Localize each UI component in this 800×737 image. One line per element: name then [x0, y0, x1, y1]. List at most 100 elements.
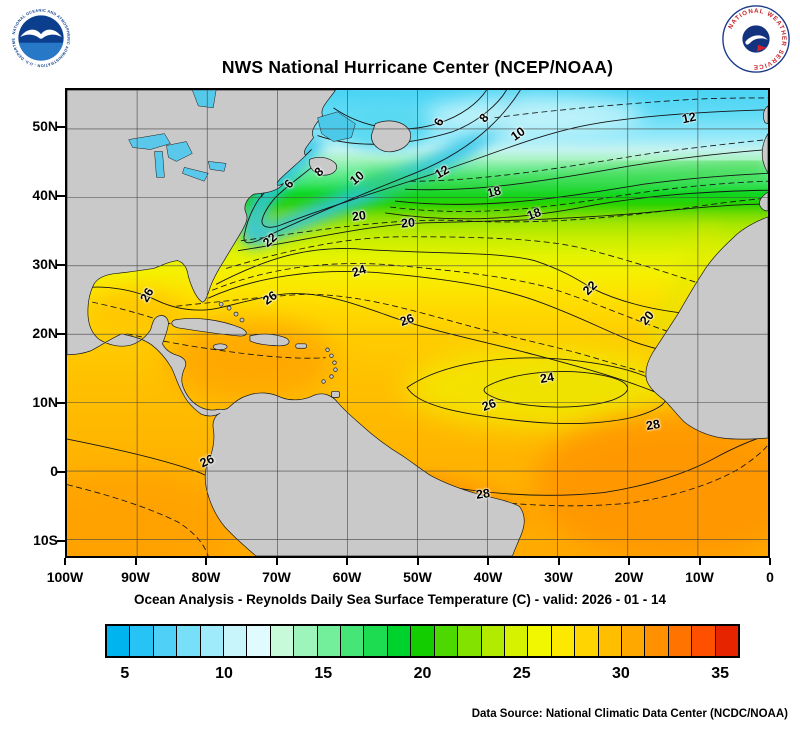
x-axis-label: 0	[766, 569, 774, 585]
y-axis-label: 0	[50, 463, 58, 480]
noaa-logo-svg: NATIONAL OCEANIC AND ATMOSPHERIC ADMINIS…	[8, 4, 71, 67]
grid-lines	[67, 90, 768, 556]
colorbar	[105, 624, 740, 658]
antilles-island	[321, 379, 326, 384]
england-sliver	[762, 105, 768, 125]
puerto-rico-island	[295, 343, 307, 349]
colorbar-tick-label: 20	[413, 665, 432, 682]
france-sliver	[761, 132, 768, 174]
colorbar-segment	[364, 626, 388, 656]
x-axis-tick	[698, 558, 701, 565]
nws-arrow-icon	[756, 44, 767, 52]
americas-landmass	[67, 90, 525, 556]
data-source: Data Source: National Climatic Data Cent…	[471, 708, 788, 720]
colorbar-tick-label: 10	[215, 665, 233, 682]
colorbar-segment	[551, 626, 576, 656]
colorbar-segment	[224, 626, 248, 656]
antilles-island	[329, 374, 334, 379]
colorbar-tick-label: 5	[120, 665, 130, 682]
y-axis-tick	[57, 402, 65, 405]
colorbar-segment	[294, 626, 318, 656]
noaa-logo: NATIONAL OCEANIC AND ATMOSPHERIC ADMINIS…	[8, 4, 74, 71]
colorbar-segment	[341, 626, 365, 656]
colorbar-segment	[715, 626, 738, 656]
bahamas-island	[226, 305, 232, 311]
colorbar-segment	[200, 626, 225, 656]
nws-swirl-icon	[745, 35, 768, 45]
colorbar-segment	[481, 626, 505, 656]
y-axis-label: 30N	[32, 256, 58, 273]
nova-scotia	[308, 157, 338, 176]
colorbar-segment	[270, 626, 295, 656]
x-axis-tick	[628, 558, 630, 565]
colorbar-segment	[645, 626, 669, 656]
lake-erie	[182, 167, 209, 182]
colorbar-segment	[177, 626, 201, 656]
caption: Ocean Analysis - Reynolds Daily Sea Surf…	[134, 592, 666, 607]
x-axis-label: 60W	[332, 569, 362, 585]
antilles-island	[332, 360, 337, 365]
colorbar-segment	[668, 626, 693, 656]
colorbar-tick-label: 30	[612, 665, 630, 682]
lake-huron	[166, 141, 193, 162]
x-axis-label: 80W	[191, 569, 221, 585]
cuba-island	[171, 318, 247, 337]
colorbar-segment	[458, 626, 482, 656]
y-axis-label: 50N	[32, 118, 58, 135]
x-axis-tick	[275, 558, 278, 565]
newfoundland-island	[370, 120, 412, 153]
x-axis-tick	[64, 558, 66, 565]
antilles-island	[325, 347, 330, 352]
lake-michigan	[154, 151, 165, 178]
colorbar-segment	[387, 626, 412, 656]
x-axis-tick	[346, 558, 348, 565]
x-axis-tick	[557, 558, 560, 565]
lake-ontario	[207, 161, 227, 172]
x-axis-tick	[769, 558, 771, 565]
africa-landmass	[645, 216, 768, 440]
x-axis-tick	[205, 558, 207, 565]
x-axis-label: 100W	[46, 569, 84, 585]
colorbar-tick-label: 35	[711, 665, 730, 682]
colorbar-segment	[598, 626, 622, 656]
colorbar-segment	[130, 626, 154, 656]
colorbar-segment	[107, 626, 131, 656]
inland-water-layer	[128, 90, 356, 182]
y-axis-label: 10S	[33, 532, 58, 549]
sst-map: 6 8 10 12 12 10 8 6 18 18 20 20 22 24 26 26 26 22 20 24 26 28…	[65, 88, 770, 558]
x-axis-label: 50W	[403, 569, 432, 585]
colorbar-segment	[621, 626, 646, 656]
colorbar-segments	[107, 626, 738, 656]
colorbar-tick-label: 15	[314, 665, 333, 682]
lake-superior	[128, 133, 171, 150]
jamaica-island	[212, 343, 228, 351]
x-axis-label: 70W	[262, 569, 291, 585]
y-axis-tick	[57, 195, 65, 198]
y-axis-tick	[57, 471, 65, 474]
x-axis-tick	[134, 558, 137, 565]
bahamas-island	[239, 317, 245, 323]
noaa-gull-icon	[20, 29, 62, 39]
nws-logo-svg: NATIONAL WEATHER SERVICE	[722, 5, 790, 73]
james-bay	[192, 90, 217, 109]
page-title: NWS National Hurricane Center (NCEP/NOAA…	[221, 57, 614, 77]
colorbar-segment	[411, 626, 435, 656]
colorbar-segment	[434, 626, 459, 656]
noaa-sea	[18, 42, 64, 61]
colorbar-tick-label: 25	[512, 665, 531, 682]
colorbar-segment	[153, 626, 178, 656]
y-axis-tick	[57, 333, 65, 336]
y-axis-label: 10N	[32, 394, 58, 411]
iberia-sliver	[759, 191, 768, 212]
sst-map-svg	[67, 90, 768, 556]
colorbar-segment	[528, 626, 552, 656]
y-axis-label: 40N	[32, 187, 58, 204]
colorbar-segment	[247, 626, 271, 656]
x-axis-label: 40W	[473, 569, 503, 585]
antilles-island	[329, 353, 334, 358]
bahamas-island	[233, 311, 239, 317]
bahamas-island	[218, 301, 224, 307]
gulf-of-st-lawrence	[317, 111, 356, 142]
y-axis-label: 20N	[32, 325, 58, 342]
